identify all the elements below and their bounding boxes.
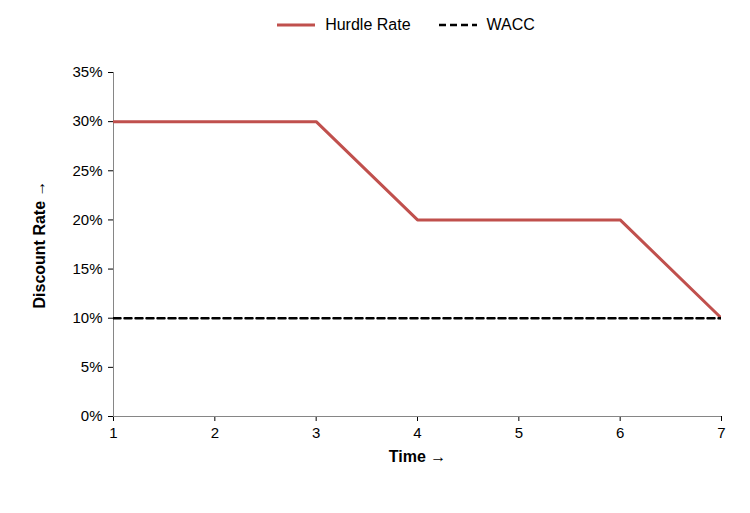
svg-text:7: 7: [717, 424, 725, 441]
svg-text:Discount Rate →: Discount Rate →: [31, 180, 48, 308]
html-text:WACC: WACC: [486, 16, 535, 33]
svg-text:5%: 5%: [81, 358, 103, 375]
svg-text:4: 4: [413, 424, 421, 441]
svg-text:35%: 35%: [72, 63, 102, 80]
svg-text:20%: 20%: [72, 211, 102, 228]
svg-text:1: 1: [109, 424, 117, 441]
svg-text:10%: 10%: [72, 309, 102, 326]
svg-text:2: 2: [211, 424, 219, 441]
svg-text:25%: 25%: [72, 162, 102, 179]
svg-text:Time →: Time →: [389, 448, 447, 465]
svg-text:6: 6: [616, 424, 624, 441]
html-text:Hurdle Rate: Hurdle Rate: [325, 16, 411, 33]
svg-text:15%: 15%: [72, 260, 102, 277]
svg-text:30%: 30%: [72, 112, 102, 129]
svg-text:3: 3: [312, 424, 320, 441]
svg-text:0%: 0%: [81, 407, 103, 424]
svg-text:5: 5: [515, 424, 523, 441]
